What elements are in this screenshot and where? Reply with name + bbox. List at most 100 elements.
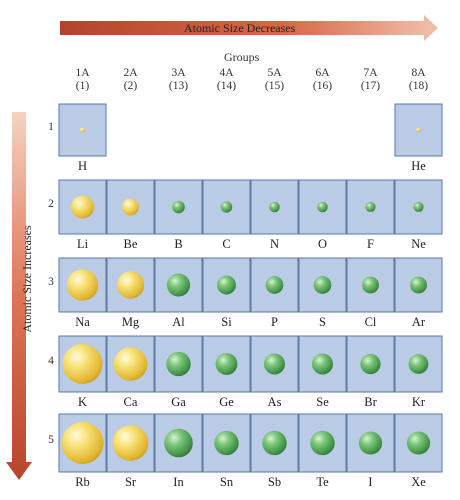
atom-si <box>217 275 236 295</box>
group-label: 1A <box>75 67 90 79</box>
group-header-1a: 1A (1) <box>63 67 103 93</box>
groups-title: Groups <box>224 50 260 64</box>
element-symbol-li: Li <box>76 237 89 251</box>
element-symbol-si: Si <box>221 315 232 329</box>
cell-xe <box>394 413 443 473</box>
group-label: 3A <box>171 67 186 79</box>
atom-p <box>265 276 284 294</box>
element-symbol-as: As <box>267 395 282 409</box>
element-symbol-be: Be <box>123 237 138 251</box>
element-cells <box>58 103 443 473</box>
cell-se <box>298 335 347 393</box>
atom-br <box>360 353 381 375</box>
group-number: (17) <box>360 80 381 92</box>
group-label: 4A <box>219 67 234 79</box>
atom-c <box>220 201 233 213</box>
element-symbol-cl: Cl <box>364 315 377 329</box>
atom-se <box>312 353 333 375</box>
group-header-4a: 4A (14) <box>207 67 247 93</box>
group-number: (14) <box>216 80 237 92</box>
horizontal-arrow-shape <box>60 15 438 41</box>
element-symbol-se: Se <box>316 395 329 409</box>
atomic-size-decreases-label: Atomic Size Decreases <box>184 21 296 35</box>
element-symbol-ar: Ar <box>411 315 426 329</box>
element-symbol-p: P <box>271 315 278 329</box>
group-header-3a: 3A (13) <box>159 67 199 93</box>
atom-ca <box>113 347 148 381</box>
atom-k <box>62 344 103 384</box>
element-symbol-br: Br <box>364 395 377 409</box>
atom-mg <box>116 271 145 299</box>
atom-kr <box>408 354 429 374</box>
atom-na <box>66 269 99 301</box>
element-symbol-o: O <box>317 237 328 251</box>
group-header-2a: 2A (2) <box>111 67 151 93</box>
horizontal-arrow <box>60 15 438 41</box>
period-label-1: 1 <box>48 121 54 133</box>
element-symbol-ne: Ne <box>411 237 426 251</box>
element-symbol-mg: Mg <box>121 315 140 329</box>
element-symbol-sr: Sr <box>124 475 137 489</box>
group-number: (15) <box>264 80 285 92</box>
atom-sb <box>262 430 287 456</box>
atom-xe <box>406 431 431 455</box>
element-symbol-te: Te <box>316 475 329 489</box>
element-symbol-ga: Ga <box>171 395 186 409</box>
group-header-6a: 6A (16) <box>303 67 343 93</box>
element-symbol-rb: Rb <box>75 475 90 489</box>
element-symbol-f: F <box>367 237 374 251</box>
atom-as <box>264 353 285 375</box>
group-label: 7A <box>363 67 378 79</box>
group-label: 2A <box>123 67 138 79</box>
atom-rb <box>61 422 104 464</box>
element-symbol-kr: Kr <box>411 395 426 409</box>
period-label-2: 2 <box>48 198 54 210</box>
element-symbol-in: In <box>173 475 184 489</box>
atom-n <box>269 201 280 213</box>
element-symbol-i: I <box>368 475 373 489</box>
element-symbol-c: C <box>222 237 231 251</box>
atom-b <box>172 200 185 214</box>
group-number: (16) <box>312 80 333 92</box>
element-symbol-na: Na <box>75 315 90 329</box>
atom-ar <box>410 276 427 294</box>
atom-li <box>70 195 95 219</box>
group-header-8a: 8A (18) <box>399 67 439 93</box>
group-number: (13) <box>168 80 189 92</box>
group-number: (1) <box>75 80 90 92</box>
atom-sn <box>214 430 239 456</box>
atom-i <box>358 431 383 455</box>
element-symbol-s: S <box>319 315 326 329</box>
period-label-5: 5 <box>48 434 54 446</box>
element-symbol-xe: Xe <box>411 475 426 489</box>
atom-sr <box>112 425 149 461</box>
group-label: 6A <box>315 67 330 79</box>
atom-te <box>310 430 335 456</box>
atomic-size-increases-label: Atomic Size Increases <box>20 225 34 333</box>
element-symbol-n: N <box>269 237 280 251</box>
atom-ne <box>413 201 424 213</box>
group-label: 5A <box>267 67 282 79</box>
cell-sb <box>250 413 299 473</box>
vertical-arrow <box>6 112 32 480</box>
period-label-3: 3 <box>48 276 54 288</box>
atom-f <box>365 201 376 213</box>
element-symbol-al: Al <box>172 315 185 329</box>
group-label: 8A <box>411 67 426 79</box>
group-header-7a: 7A (17) <box>351 67 391 93</box>
atom-cl <box>362 276 379 294</box>
element-symbol-b: B <box>174 237 183 251</box>
element-symbol-sb: Sb <box>267 475 282 489</box>
element-symbol-k: K <box>77 395 88 409</box>
atom-h <box>79 127 86 133</box>
element-symbol-ge: Ge <box>219 395 234 409</box>
atom-al <box>166 273 191 297</box>
atom-be <box>122 198 139 216</box>
atom-ge <box>215 353 238 375</box>
element-symbol-he: He <box>411 159 426 173</box>
element-symbol-ca: Ca <box>123 395 138 409</box>
group-number: (18) <box>408 80 429 92</box>
group-number: (2) <box>123 80 138 92</box>
